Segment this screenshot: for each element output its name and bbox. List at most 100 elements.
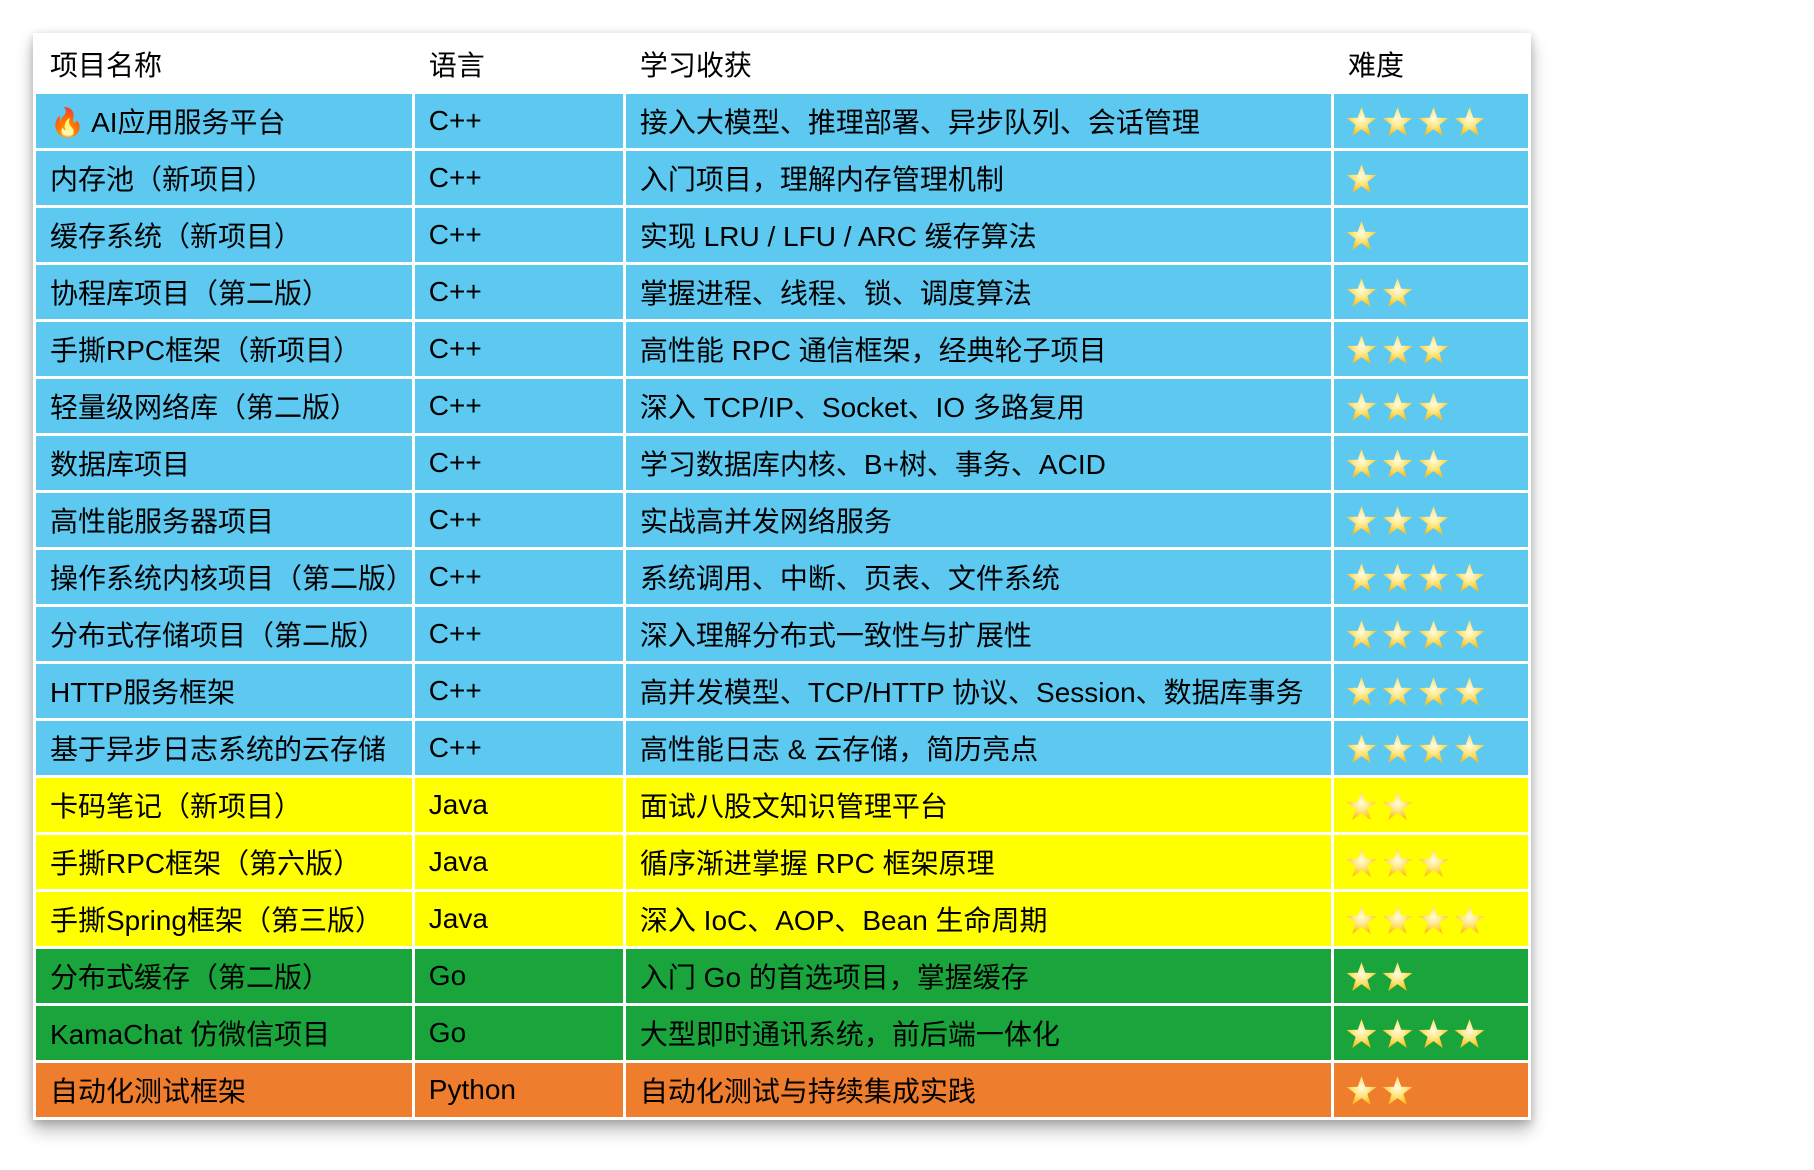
difficulty-cell — [1334, 322, 1528, 376]
star-icon — [1382, 734, 1413, 763]
projects-table-container: 项目名称 语言 学习收获 难度 🔥 AI应用服务平台 C++ 接入大模型、推理部署、… — [33, 33, 1531, 1120]
difficulty-cell — [1334, 664, 1528, 718]
star-icon — [1418, 392, 1449, 421]
star-icon — [1346, 449, 1377, 478]
table-row: 轻量级网络库（第二版） C++ 深入 TCP/IP、Socket、IO 多路复用 — [36, 379, 1528, 433]
star-icon — [1382, 1019, 1413, 1048]
difficulty-cell — [1334, 778, 1528, 832]
table-row: 基于异步日志系统的云存储 C++ 高性能日志 & 云存储，简历亮点 — [36, 721, 1528, 775]
star-icon — [1382, 677, 1413, 706]
star-icon — [1454, 677, 1485, 706]
table-header: 项目名称 语言 学习收获 难度 — [36, 36, 1528, 91]
language-cell: C++ — [414, 265, 623, 319]
star-icon — [1346, 905, 1377, 934]
project-name-cell: 协程库项目（第二版） — [36, 265, 412, 319]
projects-table: 项目名称 语言 学习收获 难度 🔥 AI应用服务平台 C++ 接入大模型、推理部署、… — [33, 33, 1531, 1120]
language-cell: Python — [414, 1063, 623, 1117]
table-row: KamaChat 仿微信项目 Go 大型即时通讯系统，前后端一体化 — [36, 1006, 1528, 1060]
table-row: 数据库项目 C++ 学习数据库内核、B+树、事务、ACID — [36, 436, 1528, 490]
star-icon — [1382, 848, 1413, 877]
learning-cell: 高性能 RPC 通信框架，经典轮子项目 — [625, 322, 1332, 376]
learning-cell: 面试八股文知识管理平台 — [625, 778, 1332, 832]
project-name-cell: 手撕Spring框架（第三版） — [36, 892, 412, 946]
learning-cell: 入门项目，理解内存管理机制 — [625, 151, 1332, 205]
star-icon — [1346, 1076, 1377, 1105]
star-icon — [1346, 278, 1377, 307]
learning-cell: 高性能日志 & 云存储，简历亮点 — [625, 721, 1332, 775]
star-icon — [1418, 848, 1449, 877]
star-icon — [1418, 1019, 1449, 1048]
star-icon — [1346, 791, 1377, 820]
learning-cell: 深入 IoC、AOP、Bean 生命周期 — [625, 892, 1332, 946]
header-row: 项目名称 语言 学习收获 难度 — [36, 36, 1528, 91]
difficulty-cell — [1334, 493, 1528, 547]
difficulty-cell — [1334, 949, 1528, 1003]
star-icon — [1346, 107, 1377, 136]
language-cell: C++ — [414, 664, 623, 718]
project-name-cell: 分布式缓存（第二版） — [36, 949, 412, 1003]
star-icon — [1382, 791, 1413, 820]
table-row: 协程库项目（第二版） C++ 掌握进程、线程、锁、调度算法 — [36, 265, 1528, 319]
language-cell: C++ — [414, 436, 623, 490]
difficulty-cell — [1334, 892, 1528, 946]
star-icon — [1418, 734, 1449, 763]
star-icon — [1346, 563, 1377, 592]
learning-cell: 实现 LRU / LFU / ARC 缓存算法 — [625, 208, 1332, 262]
learning-cell: 大型即时通讯系统，前后端一体化 — [625, 1006, 1332, 1060]
learning-cell: 深入 TCP/IP、Socket、IO 多路复用 — [625, 379, 1332, 433]
language-cell: Java — [414, 892, 623, 946]
difficulty-cell — [1334, 265, 1528, 319]
learning-cell: 深入理解分布式一致性与扩展性 — [625, 607, 1332, 661]
difficulty-cell — [1334, 94, 1528, 148]
table-row: 操作系统内核项目（第二版） C++ 系统调用、中断、页表、文件系统 — [36, 550, 1528, 604]
language-cell: Java — [414, 835, 623, 889]
star-icon — [1382, 620, 1413, 649]
project-name-cell: 手撕RPC框架（新项目） — [36, 322, 412, 376]
language-cell: Go — [414, 1006, 623, 1060]
difficulty-cell — [1334, 379, 1528, 433]
star-icon — [1382, 335, 1413, 364]
star-icon — [1454, 905, 1485, 934]
project-name-cell: 高性能服务器项目 — [36, 493, 412, 547]
project-name-cell: 缓存系统（新项目） — [36, 208, 412, 262]
star-icon — [1382, 962, 1413, 991]
star-icon — [1454, 1019, 1485, 1048]
star-icon — [1454, 107, 1485, 136]
project-name-cell: HTTP服务框架 — [36, 664, 412, 718]
difficulty-cell — [1334, 208, 1528, 262]
star-icon — [1418, 563, 1449, 592]
project-name-cell: 基于异步日志系统的云存储 — [36, 721, 412, 775]
star-icon — [1346, 1019, 1377, 1048]
difficulty-cell — [1334, 607, 1528, 661]
header-language: 语言 — [414, 36, 623, 91]
difficulty-cell — [1334, 1006, 1528, 1060]
star-icon — [1346, 962, 1377, 991]
header-learning: 学习收获 — [625, 36, 1332, 91]
star-icon — [1382, 278, 1413, 307]
table-row: 手撕RPC框架（新项目） C++ 高性能 RPC 通信框架，经典轮子项目 — [36, 322, 1528, 376]
star-icon — [1382, 1076, 1413, 1105]
table-row: 分布式存储项目（第二版） C++ 深入理解分布式一致性与扩展性 — [36, 607, 1528, 661]
difficulty-cell — [1334, 1063, 1528, 1117]
star-icon — [1346, 164, 1377, 193]
star-icon — [1418, 620, 1449, 649]
star-icon — [1382, 449, 1413, 478]
star-icon — [1418, 506, 1449, 535]
table-row: 高性能服务器项目 C++ 实战高并发网络服务 — [36, 493, 1528, 547]
project-name-cell: 手撕RPC框架（第六版） — [36, 835, 412, 889]
star-icon — [1346, 221, 1377, 250]
star-icon — [1418, 107, 1449, 136]
star-icon — [1382, 905, 1413, 934]
table-row: 缓存系统（新项目） C++ 实现 LRU / LFU / ARC 缓存算法 — [36, 208, 1528, 262]
language-cell: Go — [414, 949, 623, 1003]
table-row: 🔥 AI应用服务平台 C++ 接入大模型、推理部署、异步队列、会话管理 — [36, 94, 1528, 148]
star-icon — [1382, 563, 1413, 592]
star-icon — [1346, 620, 1377, 649]
language-cell: C++ — [414, 379, 623, 433]
learning-cell: 循序渐进掌握 RPC 框架原理 — [625, 835, 1332, 889]
star-icon — [1346, 848, 1377, 877]
table-row: 分布式缓存（第二版） Go 入门 Go 的首选项目，掌握缓存 — [36, 949, 1528, 1003]
learning-cell: 高并发模型、TCP/HTTP 协议、Session、数据库事务 — [625, 664, 1332, 718]
header-difficulty: 难度 — [1334, 36, 1528, 91]
language-cell: C++ — [414, 208, 623, 262]
